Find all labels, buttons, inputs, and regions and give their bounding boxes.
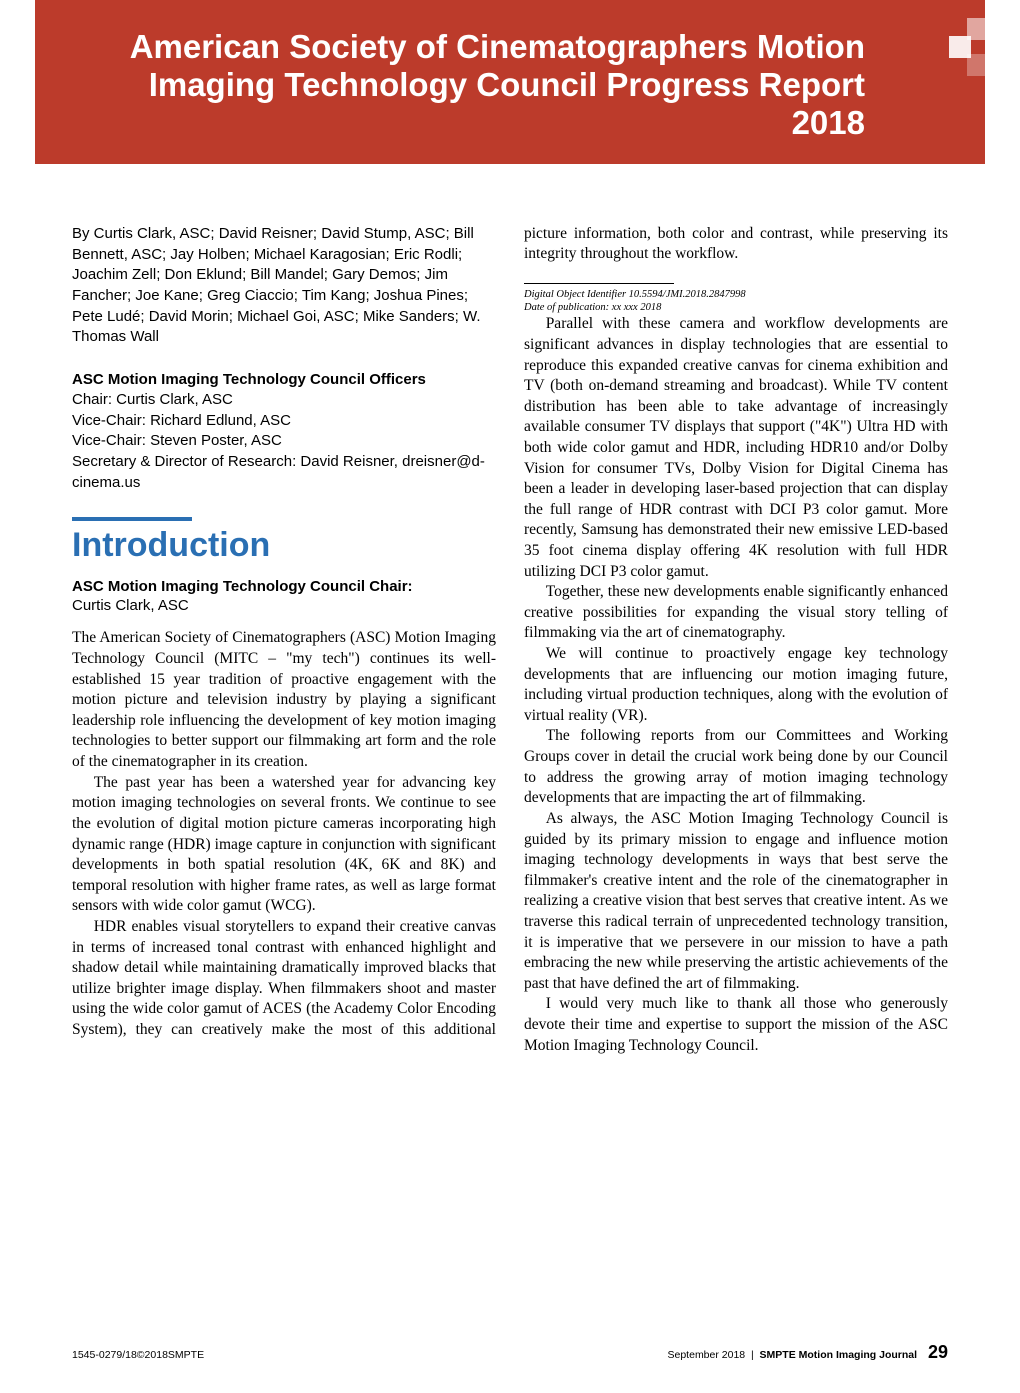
footnote-rule	[524, 283, 674, 284]
footer-date: September 2018	[668, 1349, 746, 1361]
subsection-author: Curtis Clark, ASC	[72, 596, 496, 616]
footer-journal: SMPTE Motion Imaging Journal	[760, 1349, 918, 1361]
officer-line: Chair: Curtis Clark, ASC	[72, 390, 496, 411]
officers-heading: ASC Motion Imaging Technology Council Of…	[72, 370, 496, 390]
section-header: Introduction ASC Motion Imaging Technolo…	[72, 517, 496, 616]
report-title: American Society of Cinematographers Mot…	[95, 28, 925, 142]
page-footer: 1545-0279/18©2018SMPTE September 2018 | …	[72, 1342, 948, 1363]
page-number: 29	[928, 1342, 948, 1362]
body-paragraph: Together, these new developments enable …	[524, 582, 948, 644]
officers-list: Chair: Curtis Clark, ASC Vice-Chair: Ric…	[72, 390, 496, 493]
header-banner: American Society of Cinematographers Mot…	[35, 0, 985, 164]
authors-byline: By Curtis Clark, ASC; David Reisner; Dav…	[72, 224, 496, 348]
body-paragraph: The American Society of Cinematographers…	[72, 628, 496, 772]
footnote-pubdate: Date of publication: xx xxx 2018	[524, 301, 948, 314]
officer-line: Vice-Chair: Richard Edlund, ASC	[72, 411, 496, 432]
officer-line: Vice-Chair: Steven Poster, ASC	[72, 431, 496, 452]
page: American Society of Cinematographers Mot…	[0, 0, 1020, 1393]
footer-copyright: 1545-0279/18©2018SMPTE	[72, 1349, 204, 1361]
section-title: Introduction	[72, 523, 496, 568]
footnote-doi: Digital Object Identifier 10.5594/JMI.20…	[524, 288, 948, 301]
subsection-heading: ASC Motion Imaging Technology Council Ch…	[72, 577, 496, 597]
body-paragraph: The following reports from our Committee…	[524, 726, 948, 808]
officer-line: Secretary & Director of Research: David …	[72, 452, 496, 493]
body-paragraph: I would very much like to thank all thos…	[524, 994, 948, 1056]
article-body: By Curtis Clark, ASC; David Reisner; Dav…	[0, 164, 1020, 1076]
body-paragraph: As always, the ASC Motion Imaging Techno…	[524, 809, 948, 994]
title-line-2: Imaging Technology Council Progress Repo…	[149, 66, 865, 141]
section-rule	[72, 517, 192, 521]
footer-right: September 2018 | SMPTE Motion Imaging Jo…	[668, 1342, 949, 1363]
footnote-block: Digital Object Identifier 10.5594/JMI.20…	[524, 265, 948, 314]
body-paragraph: The past year has been a watershed year …	[72, 773, 496, 917]
body-paragraph: We will continue to proactively engage k…	[524, 644, 948, 726]
title-line-1: American Society of Cinematographers Mot…	[130, 28, 865, 65]
